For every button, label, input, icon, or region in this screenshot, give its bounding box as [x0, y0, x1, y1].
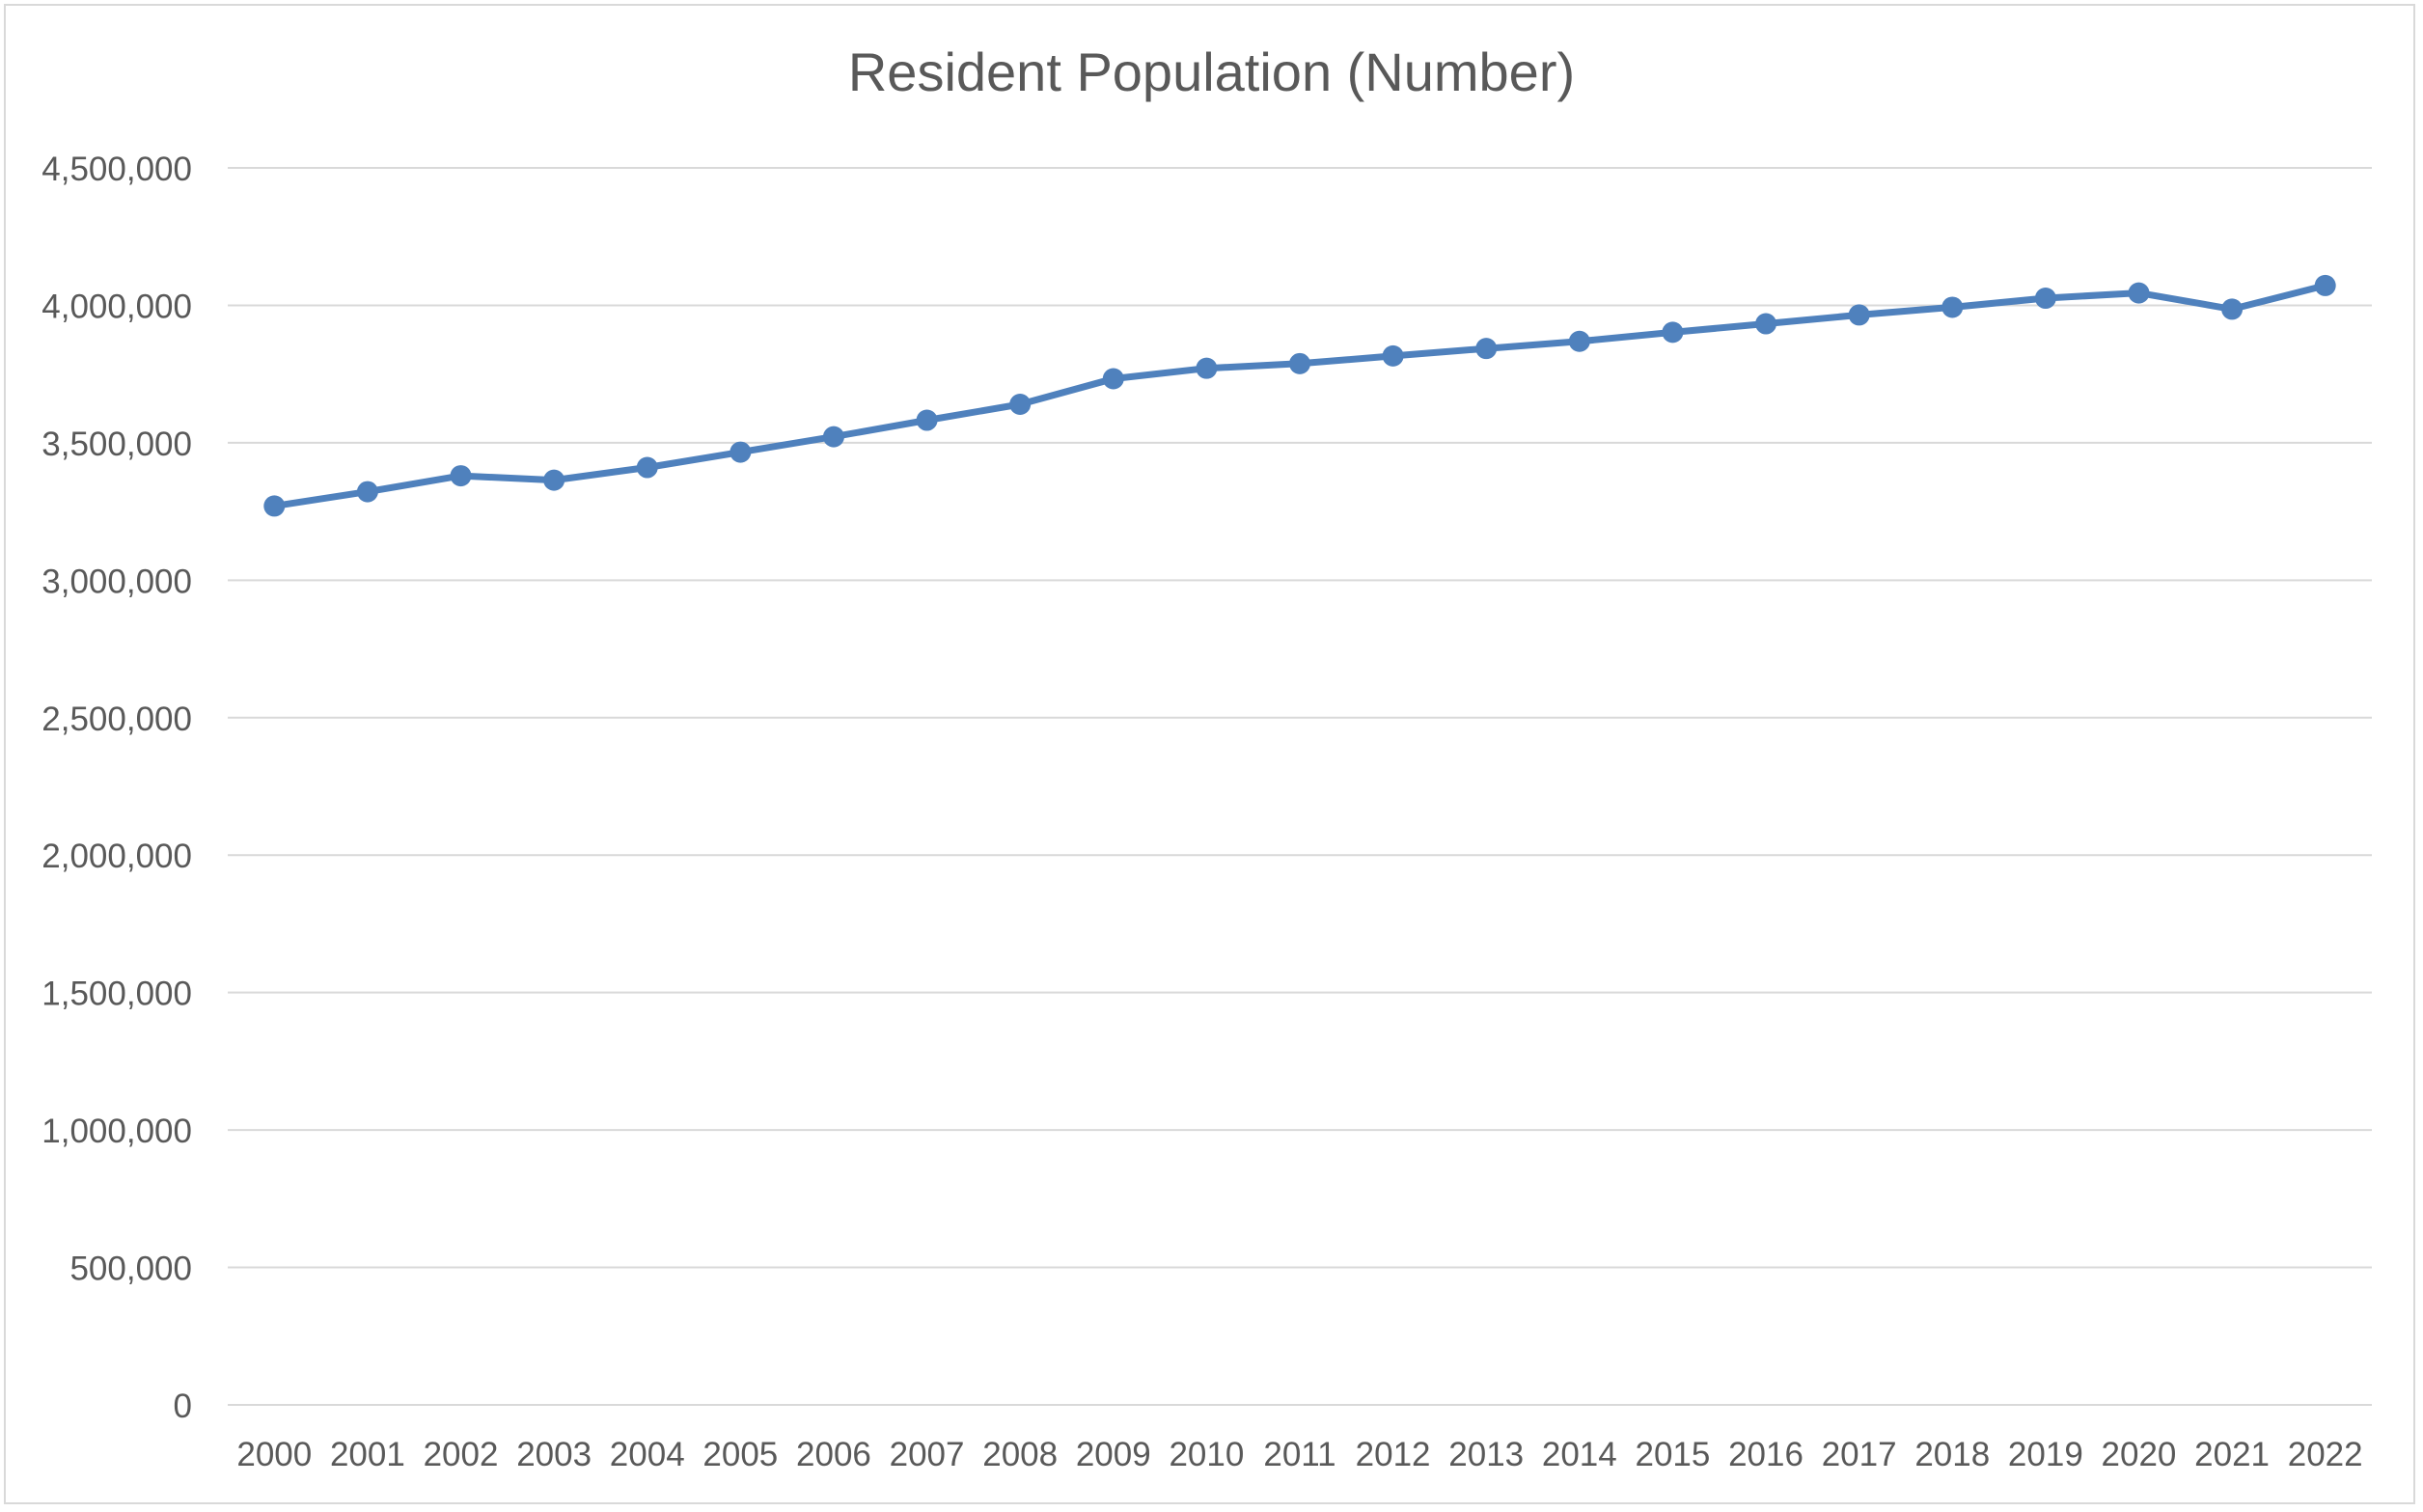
- data-point: [2221, 298, 2244, 320]
- data-point: [1009, 394, 1032, 416]
- chart-frame: [4, 4, 2415, 1504]
- x-tick-label: 2007: [890, 1436, 965, 1473]
- x-tick-label: 2015: [1635, 1436, 1710, 1473]
- y-tick-label: 2,500,000: [41, 701, 192, 738]
- data-point: [356, 481, 378, 503]
- data-point: [1755, 313, 1777, 335]
- x-tick-label: 2002: [424, 1436, 499, 1473]
- x-tick-label: 2013: [1448, 1436, 1524, 1473]
- data-point: [2314, 274, 2336, 296]
- y-tick-label: 1,500,000: [41, 976, 192, 1013]
- y-tick-label: 4,500,000: [41, 151, 192, 188]
- data-point: [543, 469, 565, 491]
- y-tick-label: 4,000,000: [41, 288, 192, 325]
- data-point: [1382, 344, 1404, 367]
- x-tick-label: 2009: [1076, 1436, 1151, 1473]
- x-tick-label: 2001: [330, 1436, 405, 1473]
- data-point: [1196, 357, 1218, 379]
- x-tick-label: 2004: [610, 1436, 685, 1473]
- data-point: [1289, 352, 1310, 374]
- data-point: [1475, 338, 1498, 360]
- x-tick-label: 2018: [1914, 1436, 1990, 1473]
- data-point: [2128, 282, 2150, 304]
- x-tick-label: 2016: [1728, 1436, 1803, 1473]
- y-tick-label: 500,000: [69, 1251, 192, 1288]
- y-tick-label: 3,000,000: [41, 563, 192, 600]
- y-tick-label: 0: [174, 1388, 192, 1425]
- x-tick-label: 2017: [1822, 1436, 1897, 1473]
- data-point: [1941, 296, 1964, 318]
- x-tick-label: 2014: [1542, 1436, 1617, 1473]
- x-tick-label: 2006: [796, 1436, 871, 1473]
- x-tick-label: 2005: [702, 1436, 778, 1473]
- data-point: [822, 426, 844, 448]
- data-point: [730, 441, 752, 463]
- chart-title: Resident Population (Number): [847, 41, 1576, 102]
- x-tick-label: 2020: [2102, 1436, 2177, 1473]
- x-tick-label: 2019: [2008, 1436, 2083, 1473]
- data-point: [263, 495, 286, 517]
- x-tick-label: 2008: [982, 1436, 1058, 1473]
- data-point: [2034, 288, 2056, 310]
- y-tick-label: 3,500,000: [41, 426, 192, 463]
- series-line: [270, 282, 2329, 509]
- y-tick-label: 1,000,000: [41, 1113, 192, 1150]
- x-tick-label: 2012: [1356, 1436, 1431, 1473]
- x-tick-label: 2011: [1263, 1436, 1335, 1473]
- data-point: [916, 409, 938, 431]
- x-tick-label: 2021: [2194, 1436, 2270, 1473]
- x-tick-label: 2000: [236, 1436, 312, 1473]
- data-point: [1102, 368, 1124, 390]
- data-point: [1662, 321, 1684, 344]
- data-point: [636, 456, 658, 479]
- data-point: [450, 465, 472, 487]
- data-point: [1568, 330, 1590, 352]
- data-point: [1848, 304, 1870, 326]
- x-tick-label: 2003: [516, 1436, 592, 1473]
- x-tick-label: 2010: [1169, 1436, 1244, 1473]
- y-tick-label: 2,000,000: [41, 838, 192, 875]
- x-tick-label: 2022: [2288, 1436, 2363, 1473]
